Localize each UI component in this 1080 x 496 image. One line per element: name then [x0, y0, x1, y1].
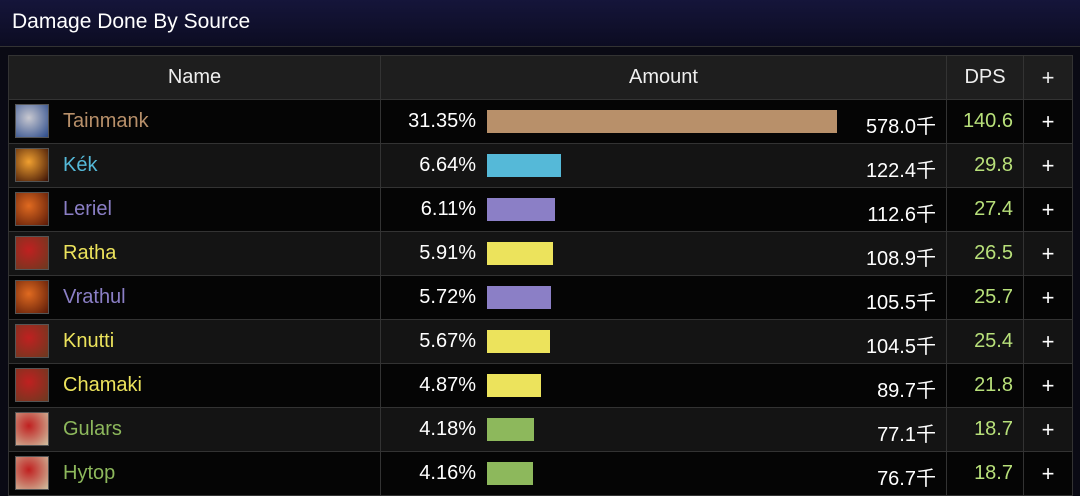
- name-cell[interactable]: Chamaki: [8, 363, 381, 408]
- blade-icon: [15, 324, 49, 358]
- table-row[interactable]: Vrathul 5.72% 105.5千 25.7 +: [8, 275, 1073, 320]
- name-cell[interactable]: Knutti: [8, 319, 381, 364]
- damage-amount: 112.6千: [867, 204, 936, 226]
- damage-percent: 4.87%: [419, 374, 476, 396]
- damage-bar: [487, 462, 534, 485]
- blade-icon: [15, 368, 49, 402]
- table-row[interactable]: Hytop 4.16% 76.7千 18.7 +: [8, 451, 1073, 496]
- damage-percent: 5.67%: [419, 330, 476, 352]
- name-cell[interactable]: Tainmank: [8, 99, 381, 144]
- claw-icon: [15, 192, 49, 226]
- player-name[interactable]: Leriel: [63, 198, 112, 220]
- player-name[interactable]: Vrathul: [63, 286, 126, 308]
- dps-value: 21.8: [946, 363, 1024, 408]
- damage-bar: [487, 418, 534, 441]
- expand-row-button[interactable]: +: [1023, 99, 1073, 144]
- table-row[interactable]: Chamaki 4.87% 89.7千 21.8 +: [8, 363, 1073, 408]
- damage-amount: 89.7千: [877, 380, 936, 402]
- damage-bar: [487, 374, 542, 397]
- player-name[interactable]: Ratha: [63, 242, 117, 264]
- dps-value: 25.4: [946, 319, 1024, 364]
- table-row[interactable]: Leriel 6.11% 112.6千 27.4 +: [8, 187, 1073, 232]
- damage-percent: 4.16%: [419, 462, 476, 484]
- header-amount[interactable]: Amount: [380, 55, 947, 100]
- expand-row-button[interactable]: +: [1023, 319, 1073, 364]
- dps-value: 26.5: [946, 231, 1024, 276]
- expand-row-button[interactable]: +: [1023, 407, 1073, 452]
- player-name[interactable]: Hytop: [63, 462, 116, 484]
- header-dps[interactable]: DPS: [946, 55, 1024, 100]
- expand-row-button[interactable]: +: [1023, 451, 1073, 496]
- damage-bar: [487, 110, 837, 133]
- target-icon: [15, 412, 49, 446]
- amount-cell: 5.91% 108.9千: [380, 231, 947, 276]
- amount-cell: 4.16% 76.7千: [380, 451, 947, 496]
- damage-bar: [487, 330, 551, 353]
- name-cell[interactable]: Ratha: [8, 231, 381, 276]
- amount-cell: 4.18% 77.1千: [380, 407, 947, 452]
- damage-percent: 6.11%: [420, 198, 476, 220]
- damage-amount: 578.0千: [865, 116, 936, 138]
- dps-value: 27.4: [946, 187, 1024, 232]
- dps-value: 29.8: [946, 143, 1024, 188]
- fireball-icon: [15, 148, 49, 182]
- blade-icon: [15, 236, 49, 270]
- target-icon: [15, 456, 49, 490]
- damage-percent: 5.91%: [419, 242, 476, 264]
- table-row[interactable]: Kék 6.64% 122.4千 29.8 +: [8, 143, 1073, 188]
- damage-table: Name Amount DPS + Tainmank 31.35% 578.0千…: [8, 55, 1073, 496]
- player-name[interactable]: Gulars: [63, 418, 122, 440]
- amount-cell: 4.87% 89.7千: [380, 363, 947, 408]
- window-title-bar: Damage Done By Source: [0, 0, 1080, 47]
- amount-cell: 6.11% 112.6千: [380, 187, 947, 232]
- name-cell[interactable]: Kék: [8, 143, 381, 188]
- damage-amount: 76.7千: [877, 468, 936, 490]
- table-header-row: Name Amount DPS +: [8, 55, 1073, 100]
- table-row[interactable]: Knutti 5.67% 104.5千 25.4 +: [8, 319, 1073, 364]
- amount-cell: 5.67% 104.5千: [380, 319, 947, 364]
- damage-bar: [487, 154, 562, 177]
- amount-cell: 6.64% 122.4千: [380, 143, 947, 188]
- table-row[interactable]: Gulars 4.18% 77.1千 18.7 +: [8, 407, 1073, 452]
- damage-amount: 105.5千: [865, 292, 936, 314]
- claw-icon: [15, 280, 49, 314]
- damage-amount: 77.1千: [877, 424, 936, 446]
- damage-amount: 122.4千: [865, 160, 936, 182]
- table-row[interactable]: Ratha 5.91% 108.9千 26.5 +: [8, 231, 1073, 276]
- name-cell[interactable]: Gulars: [8, 407, 381, 452]
- damage-table-panel: Name Amount DPS + Tainmank 31.35% 578.0千…: [0, 47, 1080, 496]
- header-expand-all-button[interactable]: +: [1023, 55, 1073, 100]
- dps-value: 140.6: [946, 99, 1024, 144]
- shield-icon: [15, 104, 49, 138]
- amount-cell: 31.35% 578.0千: [380, 99, 947, 144]
- expand-row-button[interactable]: +: [1023, 231, 1073, 276]
- expand-row-button[interactable]: +: [1023, 363, 1073, 408]
- damage-amount: 104.5千: [865, 336, 936, 358]
- dps-value: 25.7: [946, 275, 1024, 320]
- expand-row-button[interactable]: +: [1023, 143, 1073, 188]
- amount-cell: 5.72% 105.5千: [380, 275, 947, 320]
- damage-bar: [487, 242, 553, 265]
- player-name[interactable]: Kék: [63, 154, 98, 176]
- expand-row-button[interactable]: +: [1023, 275, 1073, 320]
- dps-value: 18.7: [946, 407, 1024, 452]
- damage-bar: [487, 198, 556, 221]
- player-name[interactable]: Chamaki: [63, 374, 142, 396]
- window-title: Damage Done By Source: [12, 10, 251, 33]
- damage-bar: [487, 286, 551, 309]
- name-cell[interactable]: Leriel: [8, 187, 381, 232]
- name-cell[interactable]: Vrathul: [8, 275, 381, 320]
- damage-percent: 6.64%: [419, 154, 476, 176]
- header-name[interactable]: Name: [8, 55, 381, 100]
- player-name[interactable]: Tainmank: [63, 110, 149, 132]
- dps-value: 18.7: [946, 451, 1024, 496]
- damage-percent: 5.72%: [419, 286, 476, 308]
- damage-amount: 108.9千: [865, 248, 936, 270]
- damage-percent: 4.18%: [419, 418, 476, 440]
- expand-row-button[interactable]: +: [1023, 187, 1073, 232]
- player-name[interactable]: Knutti: [63, 330, 115, 352]
- damage-percent: 31.35%: [408, 110, 476, 132]
- table-row[interactable]: Tainmank 31.35% 578.0千 140.6 +: [8, 99, 1073, 144]
- name-cell[interactable]: Hytop: [8, 451, 381, 496]
